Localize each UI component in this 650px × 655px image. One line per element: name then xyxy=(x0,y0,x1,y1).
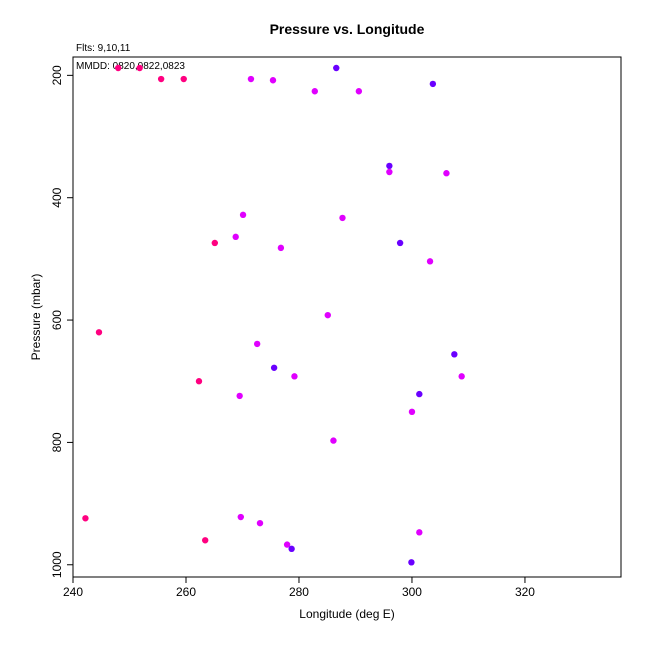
data-point xyxy=(396,239,404,247)
data-point xyxy=(324,311,331,319)
data-point xyxy=(211,239,219,247)
y-tick-label: 200 xyxy=(50,65,64,85)
y-axis-label: Pressure (mbar) xyxy=(29,274,43,361)
data-point xyxy=(253,340,261,348)
data-point xyxy=(443,170,450,177)
data-point xyxy=(180,75,187,83)
data-point xyxy=(386,168,393,176)
x-tick-label: 320 xyxy=(515,585,535,599)
data-point xyxy=(157,75,165,83)
data-point xyxy=(136,64,143,72)
data-point xyxy=(333,64,340,72)
y-tick-label: 800 xyxy=(50,432,64,452)
data-point xyxy=(237,513,244,521)
y-axis: 200 400 600 800 1000 xyxy=(50,65,73,578)
data-point xyxy=(408,559,415,566)
data-point xyxy=(288,545,295,553)
data-point xyxy=(408,408,416,416)
data-point xyxy=(256,519,264,527)
data-point xyxy=(82,515,89,522)
y-tick-label: 600 xyxy=(50,310,64,330)
data-point xyxy=(232,233,239,241)
data-point xyxy=(269,77,277,84)
x-axis-label: Longitude (deg E) xyxy=(299,607,394,621)
data-point xyxy=(429,80,437,88)
data-point xyxy=(236,392,243,400)
data-points xyxy=(82,64,465,566)
x-axis: 240 260 280 300 320 xyxy=(63,577,535,599)
data-point xyxy=(95,329,103,336)
data-point xyxy=(339,214,346,222)
data-point xyxy=(355,88,363,95)
plot-frame xyxy=(72,56,622,578)
data-point xyxy=(239,211,247,219)
data-point xyxy=(270,364,278,371)
data-point xyxy=(195,378,203,385)
data-point xyxy=(311,88,318,95)
data-point xyxy=(451,351,458,358)
data-point xyxy=(458,373,465,380)
data-point xyxy=(386,162,393,170)
chart-title: Pressure vs. Longitude xyxy=(270,21,425,37)
data-point xyxy=(201,537,209,544)
x-tick-label: 300 xyxy=(402,585,422,599)
x-tick-label: 260 xyxy=(176,585,196,599)
data-point xyxy=(426,258,434,265)
data-point xyxy=(330,437,337,444)
data-point xyxy=(291,373,298,380)
x-tick-label: 240 xyxy=(63,585,83,599)
data-point xyxy=(283,541,291,548)
x-tick-label: 280 xyxy=(289,585,309,599)
y-tick-label: 400 xyxy=(50,187,64,207)
data-point xyxy=(277,244,285,252)
data-point xyxy=(114,64,122,72)
data-point xyxy=(416,529,423,536)
mmdd-annotation: MMDD: 0820,0822,0823 xyxy=(76,61,185,72)
data-point xyxy=(416,390,423,398)
flights-annotation: Flts: 9,10,11 xyxy=(76,43,131,54)
y-tick-label: 1000 xyxy=(50,551,64,578)
data-point xyxy=(247,75,255,83)
